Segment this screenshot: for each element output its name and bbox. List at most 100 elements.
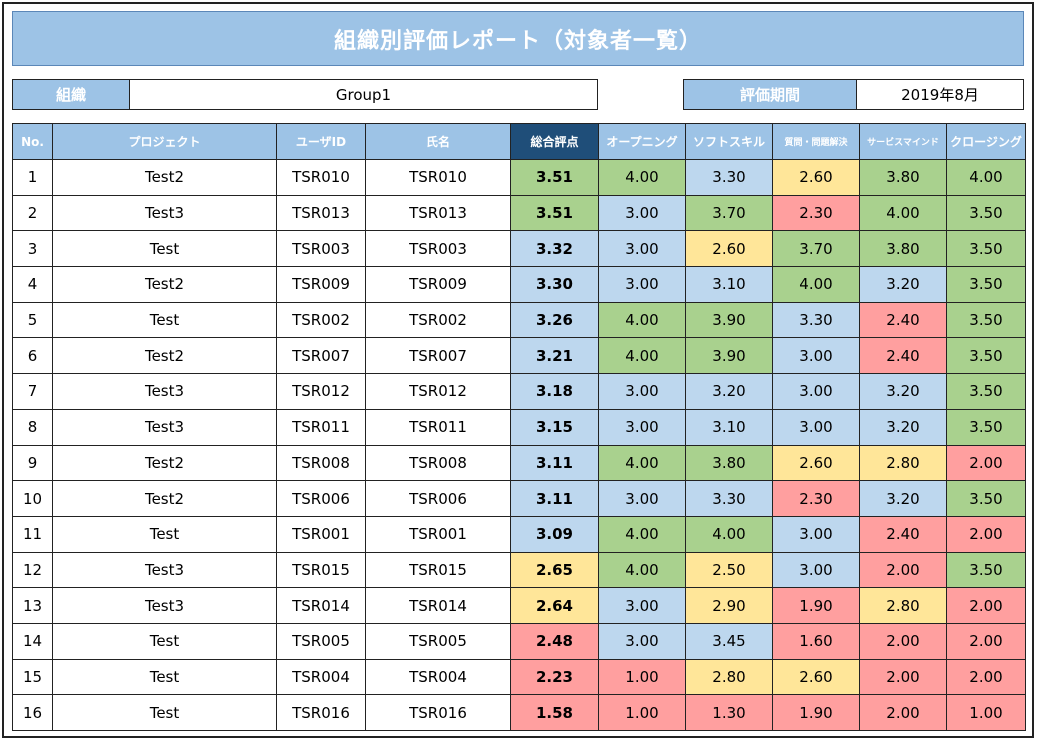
cell-service-score: 4.00 [859, 194, 947, 232]
cell-project: Test2 [52, 159, 277, 196]
cell-name: TSR011 [365, 408, 511, 446]
cell-total-score: 3.21 [510, 337, 599, 375]
cell-no: 5 [12, 301, 53, 339]
col-header-total: 総合評点 [510, 123, 599, 160]
cell-project: Test3 [52, 194, 277, 232]
cell-service-score: 2.40 [859, 301, 947, 339]
cell-total-score: 3.11 [510, 444, 599, 482]
table-row: 14 Test TSR005 TSR005 2.48 3.00 3.45 1.60 2.00 2.… [12, 622, 1026, 660]
col-header-question: 質問・問題解決 [772, 123, 860, 160]
col-header-name: 氏名 [365, 123, 511, 160]
org-value: Group1 [130, 79, 598, 110]
cell-project: Test3 [52, 551, 277, 589]
cell-opening-score: 4.00 [598, 515, 686, 553]
cell-name: TSR001 [365, 515, 511, 553]
cell-user-id: TSR013 [276, 194, 366, 232]
cell-project: Test3 [52, 408, 277, 446]
cell-total-score: 2.65 [510, 551, 599, 589]
cell-question-score: 2.60 [772, 658, 860, 696]
cell-soft-skill-score: 3.30 [685, 480, 773, 517]
cell-no: 1 [12, 159, 53, 196]
cell-service-score: 3.20 [859, 373, 947, 410]
cell-project: Test [52, 658, 277, 696]
cell-total-score: 3.15 [510, 408, 599, 446]
cell-question-score: 2.60 [772, 444, 860, 482]
cell-service-score: 3.20 [859, 480, 947, 517]
cell-service-score: 3.20 [859, 266, 947, 303]
cell-name: TSR009 [365, 266, 511, 303]
table-row: 3 Test TSR003 TSR003 3.32 3.00 2.60 3.70 3.80 3.5… [12, 230, 1026, 268]
cell-closing-score: 3.50 [946, 337, 1026, 375]
cell-opening-score: 3.00 [598, 480, 686, 517]
cell-soft-skill-score: 3.70 [685, 194, 773, 232]
cell-name: TSR012 [365, 373, 511, 410]
col-header-service: サービスマインド [859, 123, 947, 160]
cell-question-score: 1.90 [772, 694, 860, 731]
cell-opening-score: 3.00 [598, 408, 686, 446]
cell-soft-skill-score: 2.50 [685, 551, 773, 589]
cell-question-score: 2.30 [772, 480, 860, 517]
cell-question-score: 1.60 [772, 622, 860, 660]
cell-closing-score: 2.00 [946, 515, 1026, 553]
cell-total-score: 3.18 [510, 373, 599, 410]
cell-user-id: TSR004 [276, 658, 366, 696]
cell-question-score: 2.30 [772, 194, 860, 232]
cell-name: TSR010 [365, 159, 511, 196]
cell-soft-skill-score: 2.90 [685, 587, 773, 624]
cell-project: Test [52, 230, 277, 268]
cell-total-score: 2.48 [510, 622, 599, 660]
cell-service-score: 2.00 [859, 551, 947, 589]
cell-total-score: 3.32 [510, 230, 599, 268]
period-value: 2019年8月 [857, 79, 1024, 110]
cell-name: TSR006 [365, 480, 511, 517]
table-row: 13 Test3 TSR014 TSR014 2.64 3.00 2.90 1.90 2.80 2… [12, 587, 1026, 624]
cell-name: TSR004 [365, 658, 511, 696]
cell-no: 2 [12, 194, 53, 232]
cell-closing-score: 2.00 [946, 622, 1026, 660]
table-row: 16 Test TSR016 TSR016 1.58 1.00 1.30 1.90 2.00 1.… [12, 694, 1026, 731]
table-body: 1 Test2 TSR010 TSR010 3.51 4.00 3.30 2.60 3.80 4.… [12, 159, 1026, 731]
cell-question-score: 2.60 [772, 159, 860, 196]
cell-question-score: 3.00 [772, 337, 860, 375]
cell-closing-score: 3.50 [946, 194, 1026, 232]
table-row: 2 Test3 TSR013 TSR013 3.51 3.00 3.70 2.30 4.00 3.… [12, 194, 1026, 232]
cell-opening-score: 3.00 [598, 266, 686, 303]
cell-closing-score: 3.50 [946, 230, 1026, 268]
cell-soft-skill-score: 3.10 [685, 266, 773, 303]
cell-service-score: 2.00 [859, 622, 947, 660]
cell-opening-score: 4.00 [598, 444, 686, 482]
cell-project: Test2 [52, 337, 277, 375]
cell-soft-skill-score: 3.10 [685, 408, 773, 446]
cell-service-score: 3.20 [859, 408, 947, 446]
cell-user-id: TSR009 [276, 266, 366, 303]
cell-no: 15 [12, 658, 53, 696]
col-header-no: No. [12, 123, 53, 160]
cell-name: TSR013 [365, 194, 511, 232]
cell-name: TSR003 [365, 230, 511, 268]
cell-user-id: TSR012 [276, 373, 366, 410]
cell-no: 6 [12, 337, 53, 375]
cell-no: 4 [12, 266, 53, 303]
table-row: 8 Test3 TSR011 TSR011 3.15 3.00 3.10 3.00 3.20 3.… [12, 408, 1026, 446]
cell-project: Test3 [52, 587, 277, 624]
cell-total-score: 3.30 [510, 266, 599, 303]
cell-question-score: 3.00 [772, 373, 860, 410]
table-row: 12 Test3 TSR015 TSR015 2.65 4.00 2.50 3.00 2.00 3… [12, 551, 1026, 589]
cell-opening-score: 3.00 [598, 194, 686, 232]
cell-opening-score: 3.00 [598, 373, 686, 410]
cell-closing-score: 3.50 [946, 301, 1026, 339]
cell-name: TSR014 [365, 587, 511, 624]
cell-question-score: 3.00 [772, 551, 860, 589]
cell-soft-skill-score: 3.30 [685, 159, 773, 196]
cell-project: Test [52, 622, 277, 660]
cell-soft-skill-score: 3.90 [685, 337, 773, 375]
org-label: 組織 [12, 79, 130, 110]
table-row: 5 Test TSR002 TSR002 3.26 4.00 3.90 3.30 2.40 3.5… [12, 301, 1026, 339]
cell-soft-skill-score: 3.80 [685, 444, 773, 482]
cell-closing-score: 4.00 [946, 159, 1026, 196]
evaluation-table: No. プロジェクト ユーザID 氏名 総合評点 オープニング ソフトスキル 質… [12, 123, 1026, 731]
cell-no: 11 [12, 515, 53, 553]
cell-no: 16 [12, 694, 53, 731]
cell-no: 3 [12, 230, 53, 268]
cell-no: 10 [12, 480, 53, 517]
